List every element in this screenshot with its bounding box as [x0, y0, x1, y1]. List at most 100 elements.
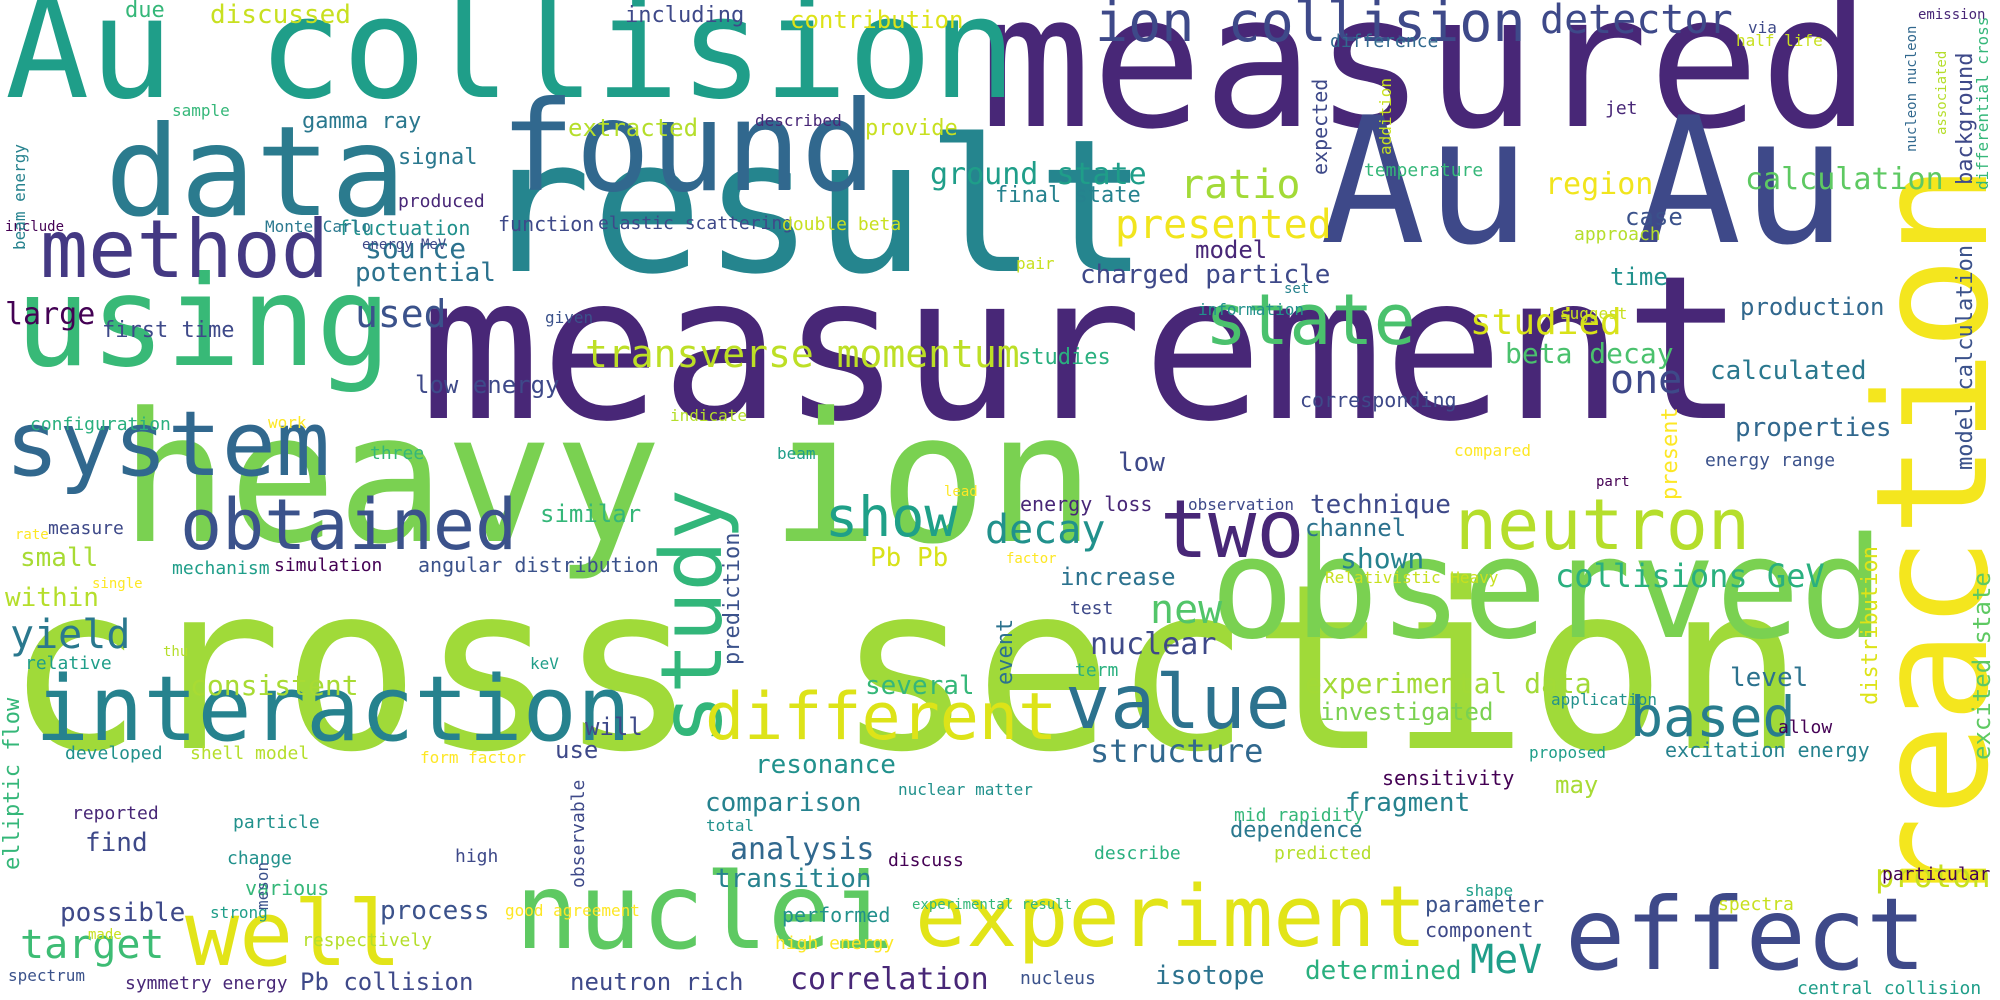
word: expected: [1308, 78, 1332, 175]
word: factor: [1006, 551, 1057, 567]
word: total: [706, 816, 755, 835]
word: half life: [1736, 31, 1823, 50]
word: found: [500, 75, 877, 220]
word: mid rapidity: [1234, 805, 1365, 826]
word: large: [5, 297, 96, 332]
word: potential: [355, 258, 496, 288]
word: nuclei: [515, 851, 895, 973]
word: find: [85, 828, 148, 858]
word: via: [1748, 18, 1777, 37]
word: Au collision: [5, 0, 1017, 131]
word: state: [1205, 279, 1416, 361]
word: energy loss: [1020, 492, 1153, 516]
word: case: [1625, 203, 1683, 231]
word: extracted: [568, 114, 699, 142]
word: high energy: [775, 933, 895, 954]
word: neutron: [1455, 484, 1751, 566]
word: function: [498, 212, 595, 236]
word: described: [755, 111, 842, 130]
word: experimental result: [912, 897, 1073, 913]
word: particle: [233, 812, 320, 833]
word: indicate: [670, 406, 748, 425]
word: difference: [1330, 31, 1439, 52]
word: used: [355, 292, 447, 336]
word: source: [365, 232, 467, 265]
word: beta decay: [1505, 337, 1674, 370]
word: performed: [782, 903, 891, 927]
word: measured: [980, 0, 1872, 170]
word: one: [1610, 357, 1683, 403]
word: keV: [530, 654, 559, 673]
word: several: [865, 671, 975, 701]
word: first time: [102, 318, 235, 343]
word: ground state: [930, 157, 1147, 192]
word: made: [88, 927, 122, 943]
word: model: [1195, 236, 1268, 264]
word: respectively: [302, 930, 433, 951]
word: corresponding: [1300, 388, 1457, 412]
word: strong: [210, 903, 268, 922]
word: shell model: [190, 743, 310, 764]
word: resonance: [755, 750, 896, 780]
word: spectrum: [8, 966, 86, 985]
word: discuss: [888, 850, 964, 871]
word: energy range: [1705, 450, 1836, 471]
word: form factor: [420, 748, 526, 767]
word: presented: [1115, 202, 1332, 248]
word: present: [1658, 407, 1683, 500]
word: investigated: [1320, 698, 1494, 726]
word: spectra: [1718, 894, 1794, 915]
word: final state: [995, 183, 1141, 208]
word: sensitivity: [1382, 766, 1515, 790]
word: yield: [10, 612, 131, 658]
word: three: [370, 443, 425, 464]
word: based: [1630, 685, 1796, 749]
word: pair: [1016, 254, 1055, 273]
word: relative: [25, 653, 112, 674]
word: technique: [1310, 490, 1451, 520]
word: within: [5, 583, 99, 613]
word: application: [1551, 690, 1657, 709]
word: observation: [1188, 495, 1294, 514]
word: nuclear: [1090, 627, 1217, 662]
word: suggest: [1560, 304, 1628, 323]
word: fluctuation: [338, 216, 471, 240]
word: structure: [1090, 732, 1264, 770]
word: single: [92, 576, 143, 592]
word: process: [380, 896, 490, 926]
word: central collision: [1797, 978, 1982, 999]
word: show: [825, 485, 958, 549]
word: lead: [944, 484, 978, 500]
word: region: [1545, 167, 1654, 202]
word: ratio: [1180, 162, 1301, 208]
word: various: [245, 876, 330, 900]
word: gamma ray: [302, 109, 422, 134]
word: proton: [1875, 857, 1991, 895]
word: predicted: [1274, 843, 1372, 864]
word: nuclear matter: [898, 780, 1033, 799]
word: information: [1198, 300, 1304, 319]
word: Monte Carlo: [265, 217, 371, 236]
word: good agreement: [505, 901, 640, 920]
word: studied: [1470, 302, 1622, 343]
word: developed: [65, 743, 163, 764]
word: particular: [1882, 864, 1991, 885]
word: using: [15, 250, 392, 395]
word: properties: [1735, 413, 1892, 443]
word: configuration: [30, 414, 171, 435]
word: isotope: [1155, 961, 1265, 991]
word: double beta: [782, 214, 902, 235]
word: low energy: [415, 371, 560, 399]
word: cross section: [5, 536, 1806, 803]
word: low: [1118, 448, 1165, 478]
word: reported: [72, 803, 159, 824]
word: reaction: [1842, 163, 2000, 910]
word: interaction: [35, 657, 632, 762]
word: decay: [985, 507, 1106, 553]
word: discussed: [210, 0, 351, 30]
word: charged particle: [1080, 260, 1331, 290]
word: produced: [398, 191, 485, 212]
word: nucleus: [1020, 968, 1096, 989]
word: channel: [1305, 514, 1407, 542]
